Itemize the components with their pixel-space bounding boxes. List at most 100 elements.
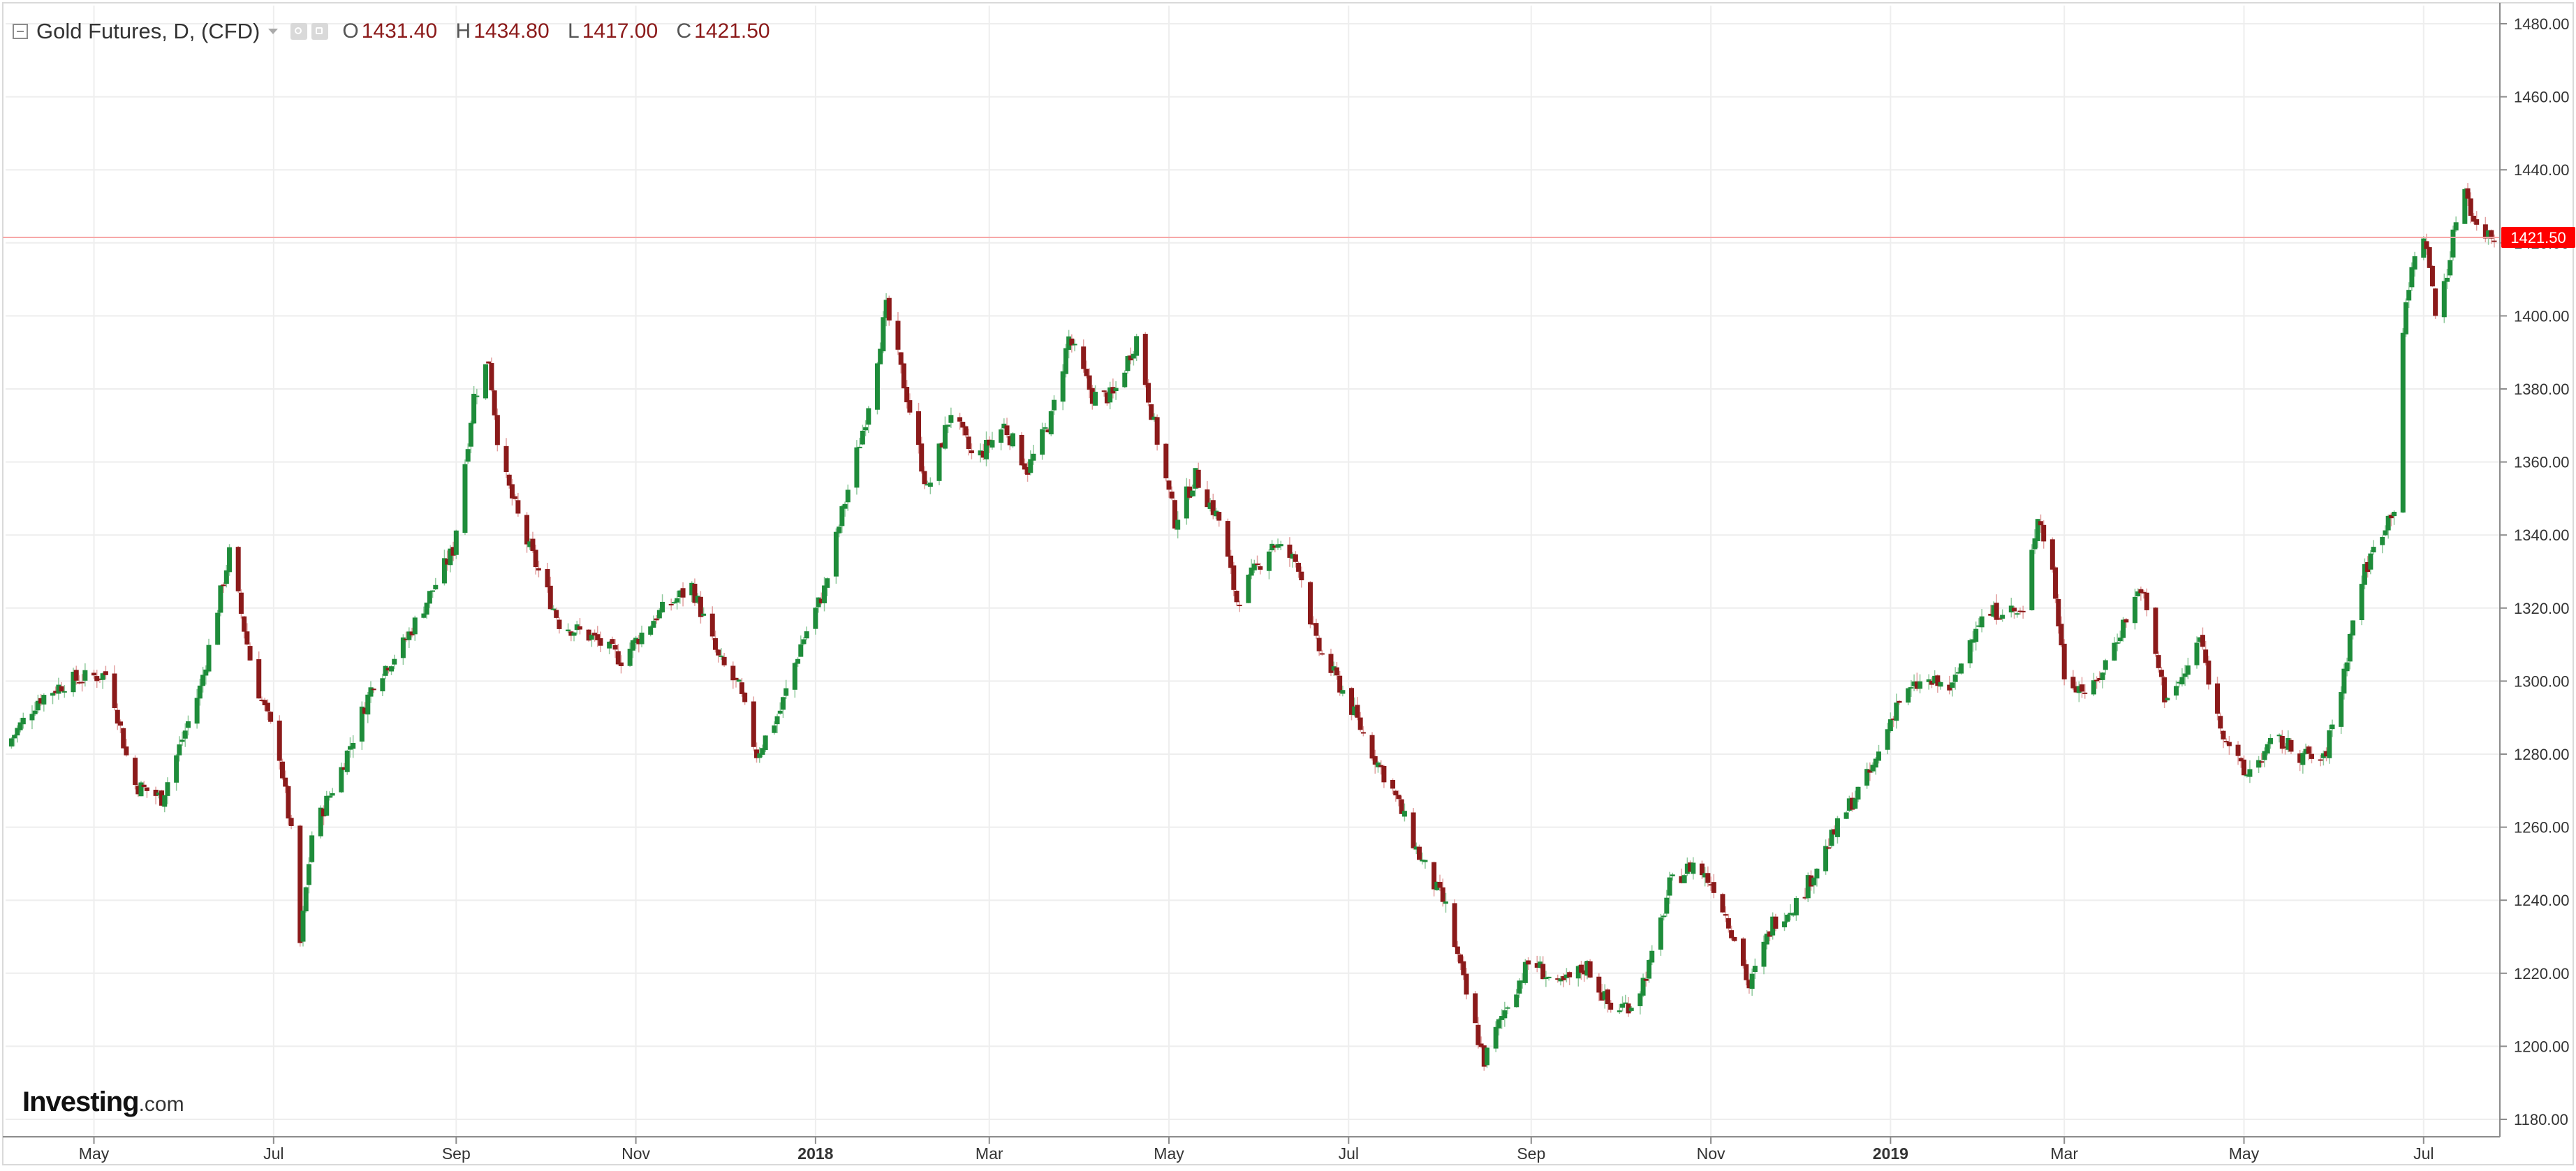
candle-body[interactable] bbox=[689, 582, 695, 596]
candle-body[interactable] bbox=[1205, 489, 1210, 508]
candle-body[interactable] bbox=[182, 730, 188, 739]
candle-body[interactable] bbox=[1175, 520, 1181, 530]
candle-body[interactable] bbox=[112, 673, 117, 708]
candle-body[interactable] bbox=[1266, 551, 1272, 571]
candle-body[interactable] bbox=[2383, 530, 2388, 536]
candle-body[interactable] bbox=[1231, 565, 1237, 590]
candle-body[interactable] bbox=[1602, 991, 1607, 1000]
candle-body[interactable] bbox=[15, 728, 20, 736]
candle-body[interactable] bbox=[1461, 961, 1466, 975]
candle-body[interactable] bbox=[1811, 878, 1817, 885]
candle-body[interactable] bbox=[2450, 229, 2456, 258]
candle-body[interactable] bbox=[1369, 735, 1375, 759]
candle-body[interactable] bbox=[533, 550, 538, 568]
candle-body[interactable] bbox=[798, 644, 804, 657]
candle-body[interactable] bbox=[277, 720, 282, 761]
candle-body[interactable] bbox=[2041, 524, 2047, 542]
candle-body[interactable] bbox=[306, 864, 311, 885]
candle-body[interactable] bbox=[1131, 353, 1136, 359]
candle-body[interactable] bbox=[1010, 433, 1015, 447]
candle-body[interactable] bbox=[1269, 543, 1275, 551]
candle-body[interactable] bbox=[218, 585, 223, 613]
candle-body[interactable] bbox=[1640, 978, 1646, 996]
candle-body[interactable] bbox=[1764, 934, 1769, 945]
candle-body[interactable] bbox=[1887, 719, 1893, 732]
candle-body[interactable] bbox=[1767, 931, 1772, 937]
candle-body[interactable] bbox=[1994, 603, 1999, 620]
candle-body[interactable] bbox=[385, 668, 391, 671]
candle-body[interactable] bbox=[330, 793, 335, 796]
candle-body[interactable] bbox=[1855, 786, 1861, 800]
candle-body[interactable] bbox=[1596, 976, 1602, 993]
candle-body[interactable] bbox=[1843, 812, 1849, 819]
candle-body[interactable] bbox=[1128, 355, 1133, 361]
candle-body[interactable] bbox=[430, 590, 436, 592]
candle-body[interactable] bbox=[2445, 277, 2450, 282]
candle-body[interactable] bbox=[1420, 860, 1425, 862]
candle-body[interactable] bbox=[901, 363, 906, 389]
candle-body[interactable] bbox=[1643, 978, 1649, 981]
candle-body[interactable] bbox=[1349, 688, 1355, 715]
candle-body[interactable] bbox=[780, 697, 786, 710]
candle-body[interactable] bbox=[739, 682, 744, 694]
candle-body[interactable] bbox=[159, 790, 165, 806]
candle-body[interactable] bbox=[1337, 675, 1343, 693]
settings-icon[interactable] bbox=[290, 23, 308, 40]
candle-body[interactable] bbox=[1970, 639, 1975, 643]
candle-body[interactable] bbox=[1496, 1019, 1501, 1029]
candle-body[interactable] bbox=[742, 692, 748, 702]
candle-body[interactable] bbox=[1867, 769, 1873, 773]
candle-body[interactable] bbox=[1711, 882, 1716, 893]
candle-body[interactable] bbox=[1790, 913, 1796, 916]
candle-body[interactable] bbox=[262, 700, 267, 705]
candle-body[interactable] bbox=[736, 679, 742, 682]
candle-body[interactable] bbox=[1357, 717, 1363, 730]
candle-body[interactable] bbox=[1413, 846, 1419, 850]
candle-body[interactable] bbox=[1352, 706, 1357, 716]
candle-body[interactable] bbox=[586, 629, 591, 641]
candle-body[interactable] bbox=[124, 746, 129, 756]
candle-body[interactable] bbox=[206, 645, 212, 672]
candle-body[interactable] bbox=[2132, 596, 2137, 624]
candle-body[interactable] bbox=[82, 670, 88, 681]
candle-body[interactable] bbox=[721, 656, 727, 665]
candle-body[interactable] bbox=[1272, 545, 1278, 548]
candle-body[interactable] bbox=[2059, 624, 2064, 646]
candle-body[interactable] bbox=[2403, 302, 2408, 334]
candle-body[interactable] bbox=[35, 700, 41, 711]
candle-body[interactable] bbox=[177, 744, 182, 756]
candle-body[interactable] bbox=[566, 629, 571, 632]
candle-body[interactable] bbox=[2200, 635, 2205, 647]
candle-body[interactable] bbox=[483, 364, 488, 399]
candle-body[interactable] bbox=[194, 698, 200, 724]
candle-body[interactable] bbox=[2094, 679, 2100, 682]
candle-body[interactable] bbox=[2339, 692, 2344, 727]
candle-body[interactable] bbox=[1422, 860, 1428, 862]
candle-body[interactable] bbox=[1617, 1010, 1622, 1012]
candle-body[interactable] bbox=[751, 701, 756, 747]
candle-body[interactable] bbox=[942, 425, 948, 449]
candle-body[interactable] bbox=[41, 695, 47, 705]
candle-body[interactable] bbox=[1396, 795, 1401, 800]
candle-body[interactable] bbox=[1307, 582, 1313, 625]
candle-body[interactable] bbox=[2489, 230, 2494, 239]
candle-body[interactable] bbox=[256, 659, 262, 699]
candle-body[interactable] bbox=[1045, 429, 1051, 433]
candle-body[interactable] bbox=[675, 598, 680, 603]
candle-body[interactable] bbox=[165, 782, 170, 796]
candle-body[interactable] bbox=[571, 632, 577, 636]
candle-body[interactable] bbox=[845, 489, 851, 503]
candle-body[interactable] bbox=[2300, 753, 2306, 765]
candle-body[interactable] bbox=[2318, 759, 2323, 761]
candle-body[interactable] bbox=[1299, 571, 1304, 581]
candle-body[interactable] bbox=[2424, 241, 2429, 249]
candle-body[interactable] bbox=[960, 422, 966, 428]
candle-body[interactable] bbox=[712, 638, 718, 650]
candle-body[interactable] bbox=[904, 387, 910, 403]
candle-body[interactable] bbox=[153, 790, 159, 796]
candle-body[interactable] bbox=[854, 447, 860, 488]
candle-body[interactable] bbox=[818, 598, 824, 603]
candle-body[interactable] bbox=[1679, 876, 1684, 883]
candle-body[interactable] bbox=[1101, 390, 1107, 392]
candle-body[interactable] bbox=[2194, 642, 2200, 665]
